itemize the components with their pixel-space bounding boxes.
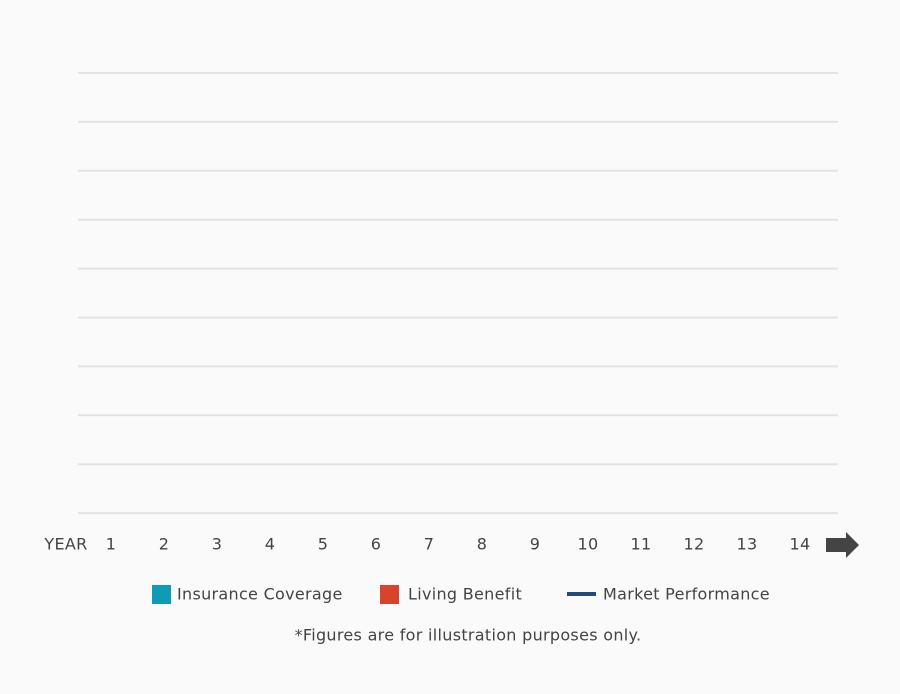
axis-arrow — [826, 532, 859, 558]
legend-swatch — [152, 585, 171, 604]
x-tick-label: 7 — [424, 535, 434, 554]
legend-swatch — [380, 585, 399, 604]
x-tick-label: 4 — [265, 535, 275, 554]
x-tick-label: 13 — [737, 535, 758, 554]
x-tick-label: 8 — [477, 535, 487, 554]
x-tick-label: 12 — [684, 535, 705, 554]
x-tick-label: 9 — [530, 535, 540, 554]
legend-label: Living Benefit — [408, 585, 522, 604]
x-tick-label: 1 — [106, 535, 116, 554]
x-tick-label: 6 — [371, 535, 381, 554]
legend-swatch — [567, 592, 596, 596]
x-tick-label: 2 — [159, 535, 169, 554]
x-tick-label: 11 — [631, 535, 652, 554]
x-tick-label: 14 — [790, 535, 811, 554]
x-tick-label: 5 — [318, 535, 328, 554]
x-tick-label: 3 — [212, 535, 222, 554]
legend-label: Insurance Coverage — [177, 585, 343, 604]
legend-label: Market Performance — [603, 585, 770, 604]
x-tick-label: 10 — [578, 535, 599, 554]
footnote: *Figures are for illustration purposes o… — [295, 626, 642, 645]
x-axis-label: YEAR — [43, 535, 87, 554]
